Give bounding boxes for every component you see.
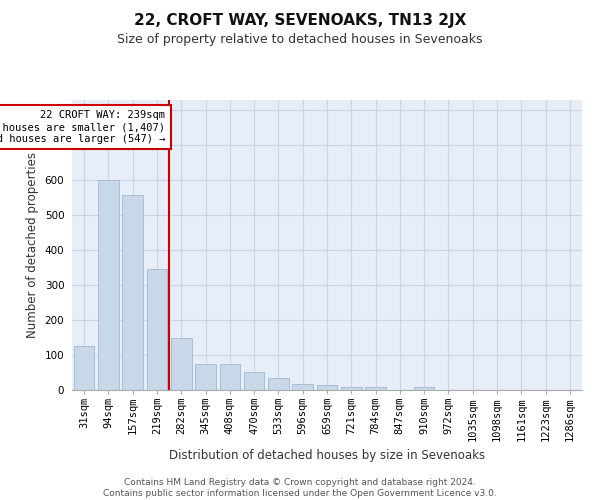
Bar <box>122 196 143 390</box>
Bar <box>414 386 434 390</box>
Text: Contains HM Land Registry data © Crown copyright and database right 2024.
Contai: Contains HM Land Registry data © Crown c… <box>103 478 497 498</box>
Bar <box>292 384 313 390</box>
Bar <box>98 180 119 390</box>
Bar <box>195 364 216 390</box>
Bar <box>220 364 240 390</box>
Bar <box>317 385 337 390</box>
Text: 22, CROFT WAY, SEVENOAKS, TN13 2JX: 22, CROFT WAY, SEVENOAKS, TN13 2JX <box>134 12 466 28</box>
Text: 22 CROFT WAY: 239sqm
← 72% of detached houses are smaller (1,407)
28% of semi-de: 22 CROFT WAY: 239sqm ← 72% of detached h… <box>0 110 166 144</box>
Bar <box>365 387 386 390</box>
Bar <box>146 269 167 390</box>
Bar <box>171 338 191 390</box>
Y-axis label: Number of detached properties: Number of detached properties <box>26 152 39 338</box>
Bar <box>244 372 265 390</box>
Bar <box>268 378 289 390</box>
Text: Size of property relative to detached houses in Sevenoaks: Size of property relative to detached ho… <box>117 32 483 46</box>
X-axis label: Distribution of detached houses by size in Sevenoaks: Distribution of detached houses by size … <box>169 449 485 462</box>
Bar <box>341 386 362 390</box>
Bar <box>74 346 94 390</box>
